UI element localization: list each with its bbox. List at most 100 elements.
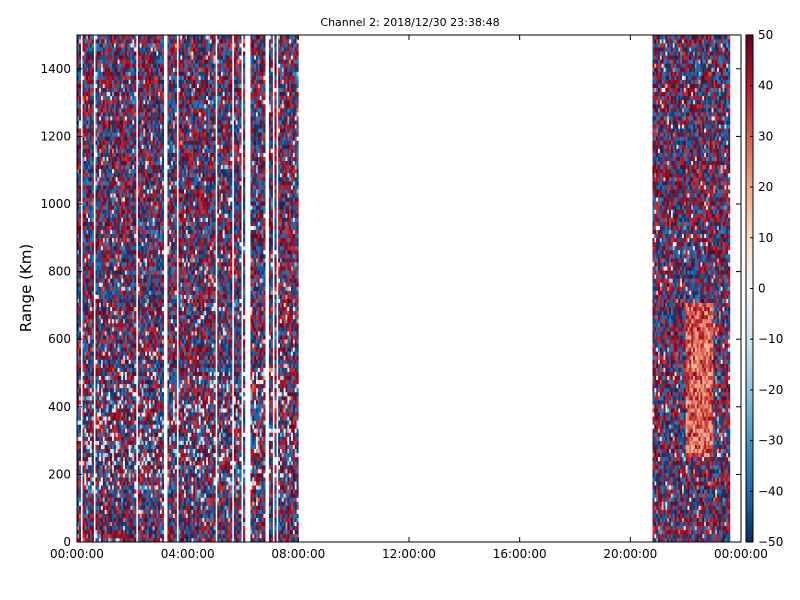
heatmap-cell [84,245,87,251]
heatmap-cell [99,112,102,117]
heatmap-cell [148,533,152,539]
heatmap-cell [143,335,146,340]
heatmap-cell [95,343,98,348]
heatmap-cell [97,132,100,137]
heatmap-cell [97,420,100,425]
heatmap-cell [139,310,142,316]
heatmap-cell [78,460,81,466]
heatmap-cell [88,95,91,101]
heatmap-cell [139,509,142,514]
heatmap-cell [117,481,120,486]
heatmap-cell [119,424,122,429]
heatmap-cell [110,525,113,531]
heatmap-cell [143,391,146,397]
heatmap-cell [128,343,131,348]
heatmap-cell [95,128,98,133]
heatmap-cell [119,71,122,76]
heatmap-cell [147,209,150,214]
heatmap-cell [134,509,137,514]
heatmap-cell [145,424,148,429]
heatmap-cell [84,140,87,145]
heatmap-cell [100,327,104,332]
heatmap-cell [112,108,115,113]
heatmap-cell [123,375,126,381]
heatmap-cell [108,383,111,389]
heatmap-cell [117,278,120,283]
heatmap-cell [152,140,155,145]
heatmap-cell [100,140,104,145]
heatmap-cell [106,79,109,84]
heatmap-cell [119,408,122,413]
heatmap-cell [108,55,111,60]
heatmap-cell [119,258,122,263]
heatmap-cell [119,83,122,89]
heatmap-cell [104,233,107,239]
heatmap-cell [99,181,102,186]
heatmap-cell [137,120,141,125]
heatmap-cell [100,489,104,494]
heatmap-cell [143,193,146,198]
heatmap-cell [99,424,102,429]
heatmap-cell [145,375,148,381]
heatmap-cell [78,47,81,52]
heatmap-cell [110,322,113,328]
heatmap-cell [100,525,104,531]
heatmap-cell [91,310,94,316]
heatmap-cell [143,221,146,226]
heatmap-cell [126,233,129,239]
heatmap-cell [130,314,133,320]
heatmap-cell [123,464,126,470]
heatmap-cell [88,217,91,222]
heatmap-cell [124,67,128,72]
heatmap-cell [117,148,120,153]
heatmap-cell [104,148,107,153]
heatmap-cell [84,160,87,166]
heatmap-cell [154,87,157,93]
heatmap-cell [88,513,91,518]
heatmap-cell [95,217,98,222]
heatmap-cell [82,460,85,466]
heatmap-cell [150,128,153,133]
heatmap-cell [145,237,148,243]
heatmap-cell [145,51,148,56]
heatmap-cell [132,262,135,267]
heatmap-cell [100,343,104,348]
heatmap-cell [132,521,135,527]
heatmap-cell [143,371,146,377]
heatmap-cell [78,71,81,76]
heatmap-cell [113,99,117,105]
heatmap-cell [89,79,93,84]
heatmap-cell [104,249,107,255]
heatmap-cell [100,103,104,109]
heatmap-cell [86,314,89,320]
heatmap-cell [112,197,115,202]
heatmap-cell [124,262,128,267]
heatmap-cell [152,266,155,271]
heatmap-cell [97,347,100,352]
heatmap-cell [112,456,115,462]
heatmap-cell [112,156,115,162]
heatmap-cell [113,116,117,121]
heatmap-cell [82,468,85,474]
heatmap-cell [121,282,124,287]
heatmap-cell [78,91,81,97]
heatmap-cell [154,444,157,450]
heatmap-cell [112,209,115,214]
heatmap-cell [78,181,81,186]
heatmap-cell [89,233,93,239]
heatmap-cell [99,448,102,454]
heatmap-cell [128,367,131,372]
heatmap-cell [126,249,129,255]
heatmap-cell [124,351,128,356]
heatmap-cell [78,152,81,157]
heatmap-cell [108,473,111,478]
heatmap-cell [134,148,137,153]
heatmap-cell [113,529,117,535]
heatmap-cell [152,302,155,308]
heatmap-cell [106,335,109,340]
heatmap-cell [104,481,107,486]
heatmap-cell [115,452,118,458]
heatmap-cell [148,375,152,381]
heatmap-cell [134,51,137,56]
heatmap-cell [141,282,144,287]
